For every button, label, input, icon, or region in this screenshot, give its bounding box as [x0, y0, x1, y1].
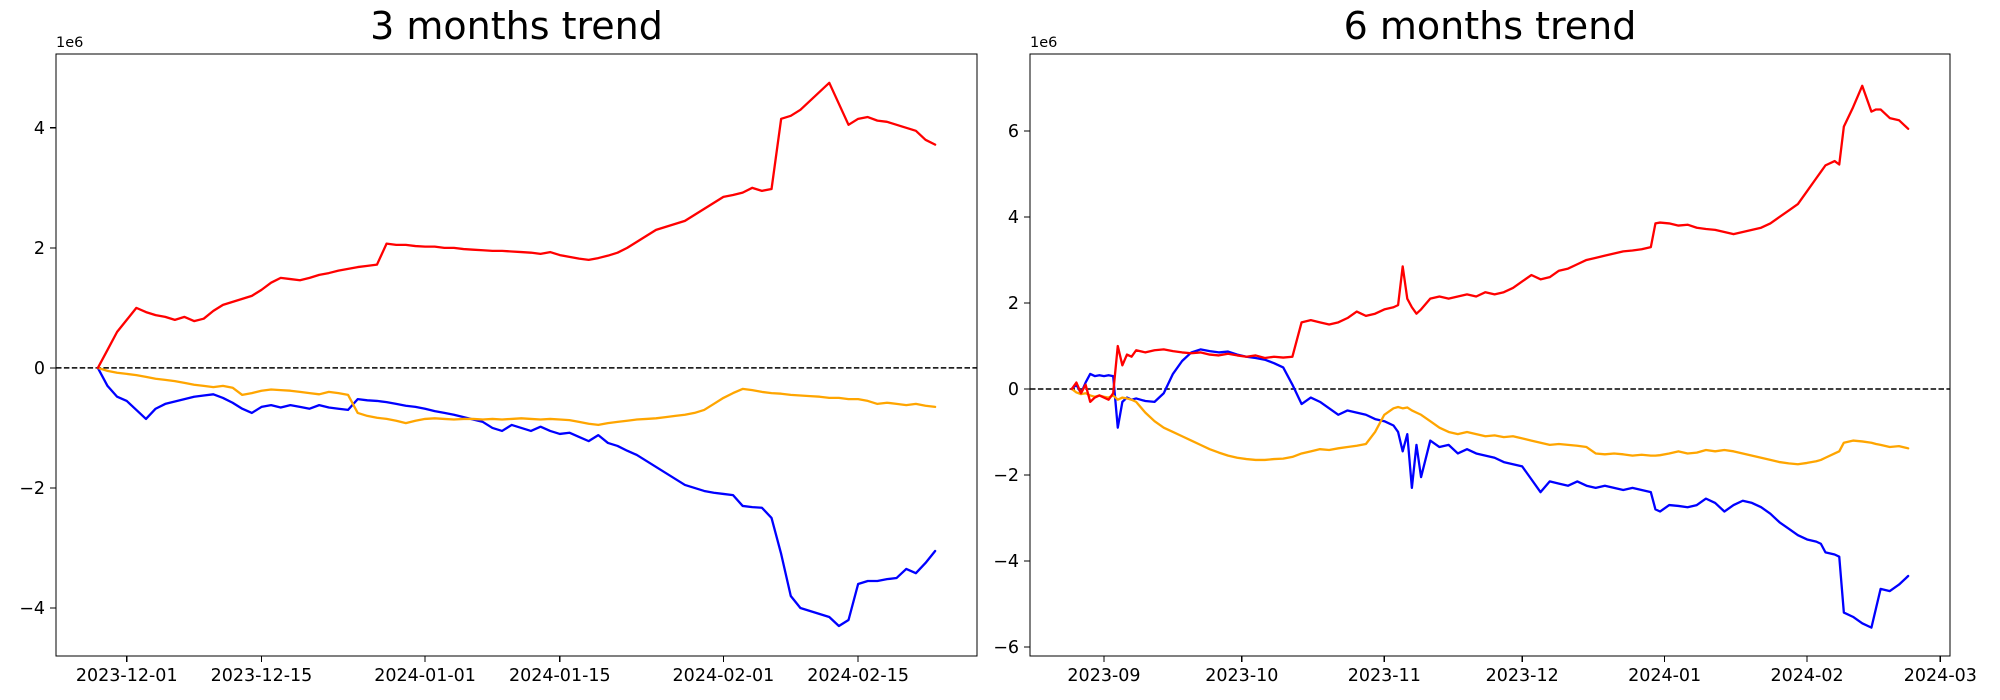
y-tick-label: −2 — [19, 479, 45, 499]
y-tick-label: 6 — [1008, 122, 1019, 142]
y-tick-label: 4 — [1008, 208, 1019, 228]
x-tick-label: 2024-01-01 — [374, 666, 476, 686]
x-tick-label: 2023-10 — [1205, 666, 1278, 686]
x-tick-label: 2024-01-15 — [509, 666, 611, 686]
y-tick-label: 4 — [34, 119, 45, 139]
x-tick-label: 2023-12-01 — [76, 666, 178, 686]
y-axis-offset-label-left: 1e6 — [56, 35, 84, 51]
chart-title-6-months: 6 months trend — [1343, 4, 1637, 48]
y-tick-label: 2 — [1008, 294, 1019, 314]
y-tick-label: −2 — [993, 466, 1019, 486]
red-series-line — [1070, 84, 1910, 404]
axes-spines — [1029, 53, 1951, 657]
x-tick-label: 2024-02-15 — [807, 666, 909, 686]
chart-title-3-months: 3 months trend — [370, 4, 663, 48]
red-series-line — [96, 81, 937, 370]
x-tick-label: 2024-02-01 — [673, 666, 775, 686]
x-tick-label: 2024-01 — [1628, 666, 1701, 686]
x-tick-label: 2023-12 — [1486, 666, 1559, 686]
x-tick-label: 2023-12-15 — [211, 666, 313, 686]
blue-series-line — [1070, 348, 1910, 629]
y-tick-label: 0 — [1008, 380, 1019, 400]
x-tick-label: 2023-11 — [1348, 666, 1421, 686]
y-tick-label: −4 — [993, 552, 1019, 572]
orange-series-line — [96, 366, 937, 427]
y-axis-offset-label-right: 1e6 — [1030, 35, 1058, 51]
x-tick-label: 2024-03 — [1904, 666, 1977, 686]
blue-series-line — [96, 366, 937, 628]
x-tick-label: 2023-09 — [1067, 666, 1140, 686]
orange-series-line — [1070, 387, 1910, 466]
y-tick-label: −6 — [993, 638, 1019, 658]
y-tick-label: −4 — [19, 599, 45, 619]
y-tick-label: 0 — [34, 359, 45, 379]
axes-spines — [55, 53, 978, 657]
x-tick-label: 2024-02 — [1771, 666, 1844, 686]
y-tick-label: 2 — [34, 239, 45, 259]
